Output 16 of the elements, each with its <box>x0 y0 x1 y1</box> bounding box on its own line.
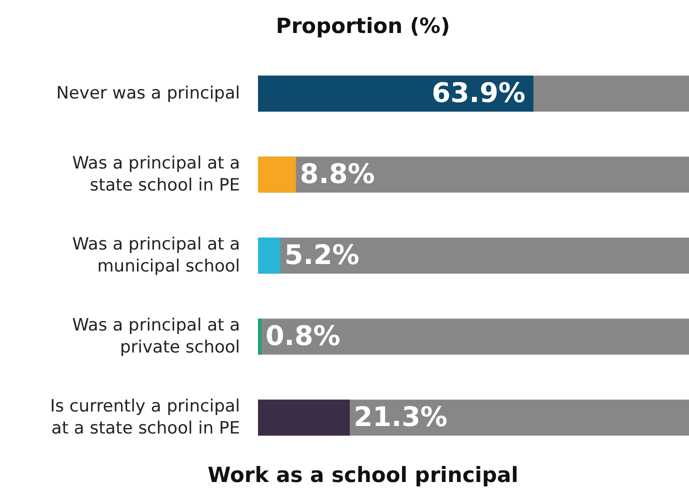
data-label: 21.3% <box>354 402 448 434</box>
y-tick-label: Is currently a principal at a state school in PE <box>50 396 240 438</box>
x-axis-title: Work as a school principal <box>206 463 520 487</box>
data-label: 0.8% <box>265 321 340 352</box>
bar <box>258 318 262 355</box>
data-label: 5.2% <box>284 240 360 272</box>
bar <box>258 156 296 193</box>
bar <box>258 400 350 436</box>
y-tick-label: Was a principal at a private school <box>72 316 240 358</box>
bar <box>258 238 280 274</box>
chart-title: Proportion (%) <box>274 14 452 38</box>
y-tick-label: Never was a principal <box>56 84 240 104</box>
data-label: 8.8% <box>300 159 375 190</box>
y-tick-label: Was a principal at a state school in PE <box>72 154 240 196</box>
y-tick-label: Was a principal at a municipal school <box>72 234 240 276</box>
data-label: 63.9% <box>432 78 526 110</box>
